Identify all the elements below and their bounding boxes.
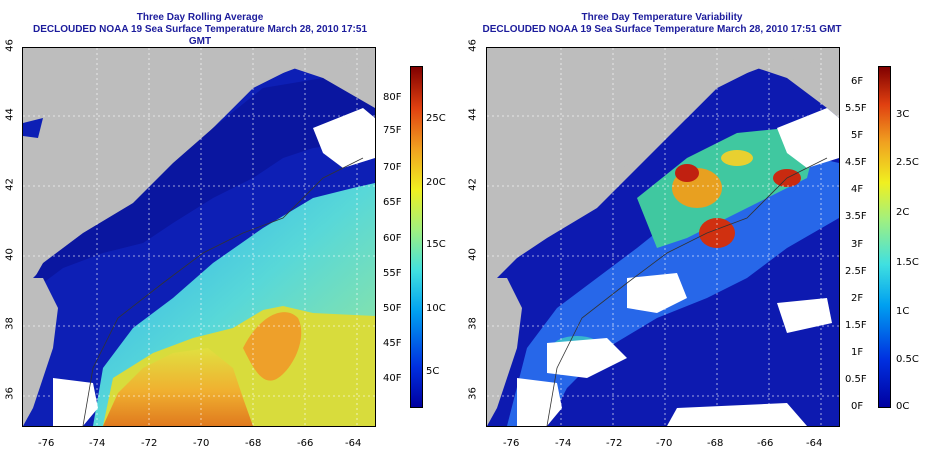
right-cb-f-tick: 1F: [851, 347, 864, 358]
right-cb-c-tick: 2C: [896, 207, 910, 218]
right-cb-c-tick: 2.5C: [896, 157, 919, 168]
left-lon-tick: -66: [297, 438, 314, 449]
right-variability-map: [486, 47, 840, 427]
right-lat-tick: 42: [467, 178, 479, 191]
right-lat-tick: 38: [467, 317, 479, 330]
left-cb-c-tick: 5C: [426, 366, 440, 377]
left-cb-f-tick: 45F: [383, 338, 402, 349]
left-lon-tick: -70: [193, 438, 210, 449]
right-cb-f-tick: 6F: [851, 76, 864, 87]
left-lon-tick: -64: [345, 438, 362, 449]
left-cb-f-tick: 80F: [383, 92, 402, 103]
left-cb-c-tick: 10C: [426, 303, 446, 314]
left-sst-image: [23, 48, 375, 426]
right-cb-f-tick: 5F: [851, 130, 864, 141]
left-colorbar: [410, 66, 423, 408]
right-lon-tick: -72: [606, 438, 623, 449]
right-lon-tick: -74: [555, 438, 572, 449]
right-cb-c-tick: 0C: [896, 401, 910, 412]
left-lat-tick: 46: [4, 39, 16, 52]
left-lat-tick: 38: [4, 317, 16, 330]
right-lat-tick: 36: [467, 387, 479, 400]
right-cb-c-tick: 1C: [896, 306, 910, 317]
left-lon-tick: -68: [245, 438, 262, 449]
right-panel-title: Three Day Temperature Variability DECLOU…: [480, 12, 844, 36]
right-cb-c-tick: 3C: [896, 109, 910, 120]
right-cb-f-tick: 5.5F: [845, 103, 867, 114]
right-cb-f-tick: 2.5F: [845, 266, 867, 277]
right-cb-f-tick: 0F: [851, 401, 864, 412]
left-lat-tick: 36: [4, 387, 16, 400]
left-cb-f-tick: 65F: [383, 197, 402, 208]
left-lon-tick: -76: [38, 438, 55, 449]
left-lat-tick: 44: [4, 108, 16, 121]
right-cb-f-tick: 4.5F: [845, 157, 867, 168]
left-cb-f-tick: 75F: [383, 125, 402, 136]
left-lon-tick: -74: [89, 438, 106, 449]
right-cb-c-tick: 1.5C: [896, 257, 919, 268]
left-panel-title: Three Day Rolling Average DECLOUDED NOAA…: [22, 12, 378, 48]
left-lat-tick: 40: [4, 248, 16, 261]
right-cb-f-tick: 1.5F: [845, 320, 867, 331]
right-variability-image: [487, 48, 839, 426]
right-lat-tick: 46: [467, 39, 479, 52]
right-cb-f-tick: 3F: [851, 239, 864, 250]
right-lon-tick: -68: [707, 438, 724, 449]
left-cb-c-tick: 25C: [426, 113, 446, 124]
left-title-line1: Three Day Rolling Average: [136, 12, 264, 23]
right-cb-f-tick: 4F: [851, 184, 864, 195]
right-lon-tick: -64: [806, 438, 823, 449]
right-cb-f-tick: 0.5F: [845, 374, 867, 385]
left-cb-f-tick: 55F: [383, 268, 402, 279]
right-colorbar: [878, 66, 891, 408]
left-cb-f-tick: 60F: [383, 233, 402, 244]
left-lat-tick: 42: [4, 178, 16, 191]
right-cb-c-tick: 0.5C: [896, 354, 919, 365]
right-title-line1: Three Day Temperature Variability: [581, 12, 743, 23]
right-cb-f-tick: 3.5F: [845, 211, 867, 222]
right-cb-f-tick: 2F: [851, 293, 864, 304]
left-title-line2: DECLOUDED NOAA 19 Sea Surface Temperatur…: [32, 24, 368, 47]
left-cb-f-tick: 50F: [383, 303, 402, 314]
right-lon-tick: -76: [503, 438, 520, 449]
left-cb-f-tick: 40F: [383, 373, 402, 384]
left-cb-f-tick: 70F: [383, 162, 402, 173]
right-lon-tick: -66: [757, 438, 774, 449]
left-sst-map: [22, 47, 376, 427]
left-lon-tick: -72: [141, 438, 158, 449]
right-lon-tick: -70: [656, 438, 673, 449]
right-title-line2: DECLOUDED NOAA 19 Sea Surface Temperatur…: [482, 24, 842, 35]
left-cb-c-tick: 20C: [426, 177, 446, 188]
right-lat-tick: 40: [467, 248, 479, 261]
right-lat-tick: 44: [467, 108, 479, 121]
left-cb-c-tick: 15C: [426, 239, 446, 250]
